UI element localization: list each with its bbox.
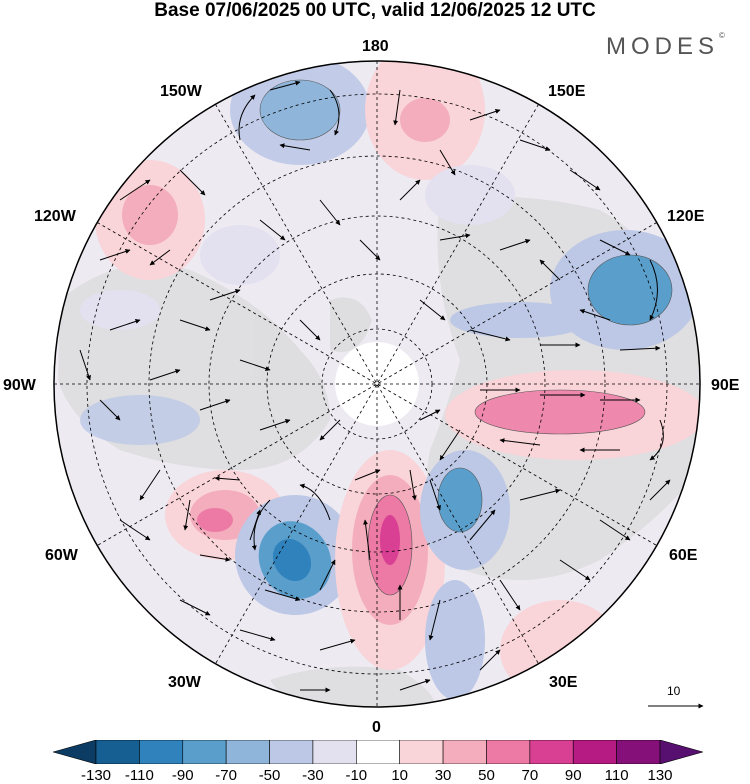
longitude-label-180: 180: [362, 38, 389, 55]
map-title: Base 07/06/2025 00 UTC, valid 12/06/2025…: [154, 0, 596, 21]
brand-mark: ©: [719, 31, 725, 40]
longitude-label-120e: 120E: [667, 208, 705, 225]
longitude-label-150w: 150W: [160, 83, 202, 100]
colorbar-swatch: [529, 740, 574, 764]
colorbar-swatch: [269, 740, 314, 764]
colorbar-tick-label: -110: [124, 767, 154, 784]
colorbar-swatch: [659, 740, 703, 764]
colorbar-tick-label: 110: [604, 767, 629, 784]
colorbar-tick-label: -50: [258, 767, 281, 784]
colorbar-tick-label: 130: [647, 767, 673, 784]
brand-text: MODES: [606, 33, 720, 60]
colorbar-swatch: [486, 740, 531, 764]
colorbar-swatch: [399, 740, 444, 764]
pole-blank: [335, 342, 419, 426]
colorbar-swatch: [442, 740, 487, 764]
longitude-label-30w: 30W: [168, 674, 201, 691]
colorbar-swatch: [572, 740, 617, 764]
colorbar-swatch: [616, 740, 661, 764]
colorbar-tick-label: 50: [478, 767, 495, 784]
colorbar-tick-label: -70: [215, 767, 237, 784]
colorbar-tick-label: 70: [521, 767, 539, 784]
modes-logo: MODES©: [606, 31, 725, 61]
graticule: [54, 61, 700, 707]
colorbar-tick-label: 10: [391, 767, 409, 784]
longitude-label-90w: 90W: [3, 377, 36, 394]
longitude-label-30e: 30E: [549, 674, 578, 691]
colorbar-swatch: [356, 740, 400, 764]
colorbar-swatch: [312, 740, 357, 764]
longitude-label-60w: 60W: [45, 547, 78, 564]
longitude-label-60e: 60E: [669, 547, 698, 564]
map-disk: [54, 61, 700, 707]
longitude-label-120w: 120W: [34, 208, 76, 225]
longitude-label-90e: 90E: [711, 377, 740, 394]
colorbar-tick-label: -10: [345, 767, 368, 784]
colorbar-tick-label: -30: [302, 767, 324, 784]
longitude-label-0: 0: [372, 719, 381, 736]
wind-vector-arrows: [79, 80, 671, 693]
colorbar-swatch: [182, 740, 227, 764]
colorbar-swatch: [225, 740, 270, 764]
colorbar-tick-label: -130: [80, 767, 112, 784]
colorbar-tick-label: -90: [171, 767, 194, 784]
longitude-label-150e: 150E: [548, 83, 586, 100]
colorbar-swatch: [95, 740, 140, 764]
colorbar-swatch: [53, 740, 97, 764]
colorbar: [53, 740, 703, 764]
colorbar-tick-label: 90: [564, 767, 582, 784]
reference-vector-label: 10: [667, 684, 681, 698]
colorbar-tick-label: 30: [434, 767, 452, 784]
map-boundary: [53, 60, 701, 708]
anomaly-shading: [80, 61, 700, 700]
colorbar-swatch: [139, 740, 184, 764]
